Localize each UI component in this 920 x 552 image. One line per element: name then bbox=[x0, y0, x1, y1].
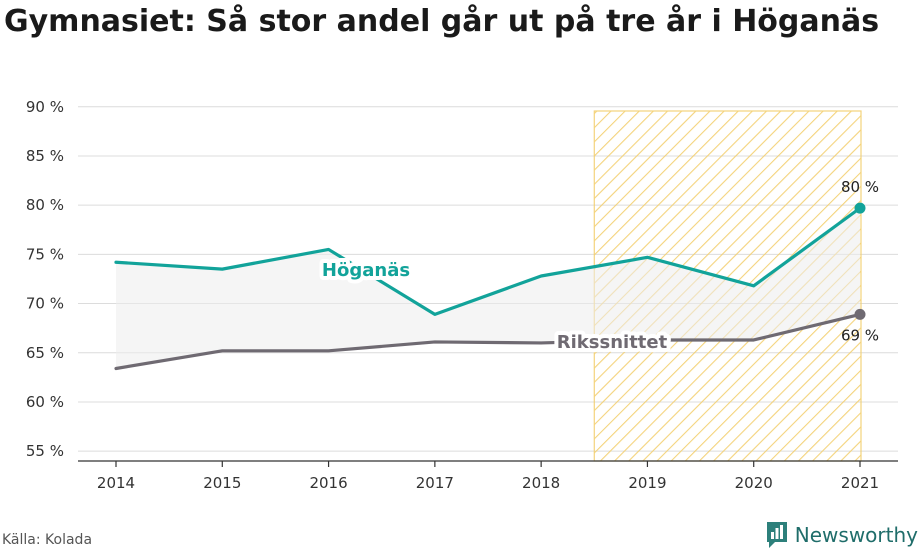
x-tick-label-2021: 2021 bbox=[841, 474, 879, 492]
end-label-rikssnittet: 69 % bbox=[841, 326, 879, 344]
y-tick-label-90: 90 % bbox=[26, 98, 64, 116]
series-lines bbox=[114, 206, 862, 371]
series-label-höganäs: Höganäs bbox=[322, 260, 410, 281]
x-axis-ticks: 2014 2015 2016 2017 2018 2019 2020 2021 bbox=[97, 474, 879, 492]
end-label-höganäs: 80 % bbox=[841, 178, 879, 196]
x-tick-label-2016: 2016 bbox=[309, 474, 347, 492]
source-note: Källa: Kolada bbox=[2, 532, 93, 548]
series-labels: 80 %69 %HöganäsHöganäsRikssnittetRikssni… bbox=[318, 178, 879, 357]
y-tick-label-65: 65 % bbox=[26, 344, 64, 362]
end-points bbox=[854, 202, 866, 320]
series-label-rikssnittet: Rikssnittet bbox=[557, 332, 668, 353]
chart-title: Gymnasiet: Så stor andel går ut på tre å… bbox=[4, 4, 880, 39]
x-tick-label-2015: 2015 bbox=[203, 474, 241, 492]
x-tick-label-2020: 2020 bbox=[735, 474, 773, 492]
newsworthy-logo-icon bbox=[766, 522, 787, 548]
x-axis bbox=[78, 460, 898, 467]
x-tick-label-2017: 2017 bbox=[416, 474, 454, 492]
brand-name: Newsworthy bbox=[794, 523, 918, 547]
y-tick-label-75: 75 % bbox=[26, 245, 64, 263]
end-dot-rikssnittet bbox=[854, 308, 866, 320]
y-tick-label-60: 60 % bbox=[26, 393, 64, 411]
series-label-halo-höganäs: Höganäs bbox=[322, 260, 410, 281]
series-gap-band bbox=[116, 208, 860, 369]
y-axis-ticks: 55 % 60 % 65 % 70 % 75 % 80 % 85 % 90 % bbox=[26, 98, 64, 460]
y-tick-label-55: 55 % bbox=[26, 442, 64, 460]
end-dot-höganäs bbox=[854, 202, 866, 214]
y-tick-label-80: 80 % bbox=[26, 196, 64, 214]
gap-band-area bbox=[116, 208, 860, 369]
y-tick-label-70: 70 % bbox=[26, 295, 64, 313]
brand-logo[interactable]: Newsworthy bbox=[765, 519, 918, 551]
y-tick-label-85: 85 % bbox=[26, 147, 64, 165]
series-line-höganäs bbox=[114, 206, 862, 316]
series-label-halo-rikssnittet: Rikssnittet bbox=[557, 332, 668, 353]
x-tick-label-2018: 2018 bbox=[522, 474, 560, 492]
x-tick-label-2014: 2014 bbox=[97, 474, 135, 492]
line-chart: 55 %60 %65 %70 %75 %80 %85 %90 % 2014 201… bbox=[26, 98, 898, 492]
series-line-rikssnittet bbox=[114, 312, 862, 371]
x-tick-label-2019: 2019 bbox=[628, 474, 666, 492]
